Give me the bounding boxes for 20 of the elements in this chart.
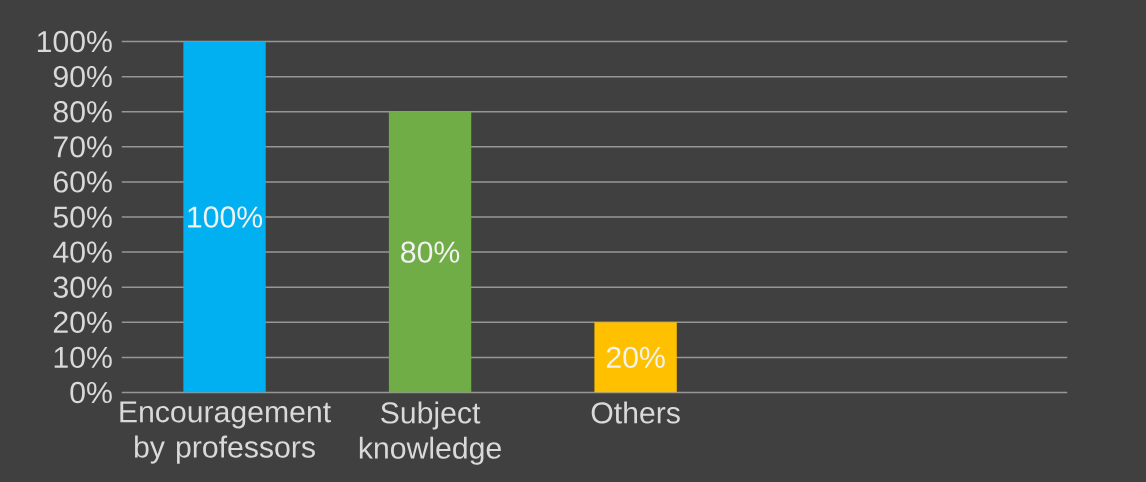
y-tick-label: 90% [53,65,112,88]
y-tick-label: 20% [53,311,112,333]
y-tick-label: 30% [53,276,112,298]
x-tick-label: Others [591,401,680,424]
y-tick-label: 40% [53,241,112,263]
bar [388,111,472,393]
x-tick-label: Subject knowledge [359,401,501,465]
bar [594,322,677,393]
data-label: 100% [188,206,263,228]
y-tick-label: 100% [37,30,112,53]
y-tick-label: 50% [53,206,112,228]
y-tick-label: 10% [54,346,112,369]
y-tick-label: 0% [70,381,112,404]
x-tick-label: Encouragement by professors [120,401,331,464]
y-tick-label: 60% [53,171,112,193]
data-label: 20% [606,346,665,369]
y-tick-label: 80% [53,101,112,123]
bar [183,41,266,393]
data-label: 80% [401,241,460,263]
y-tick-label: 70% [53,136,112,158]
